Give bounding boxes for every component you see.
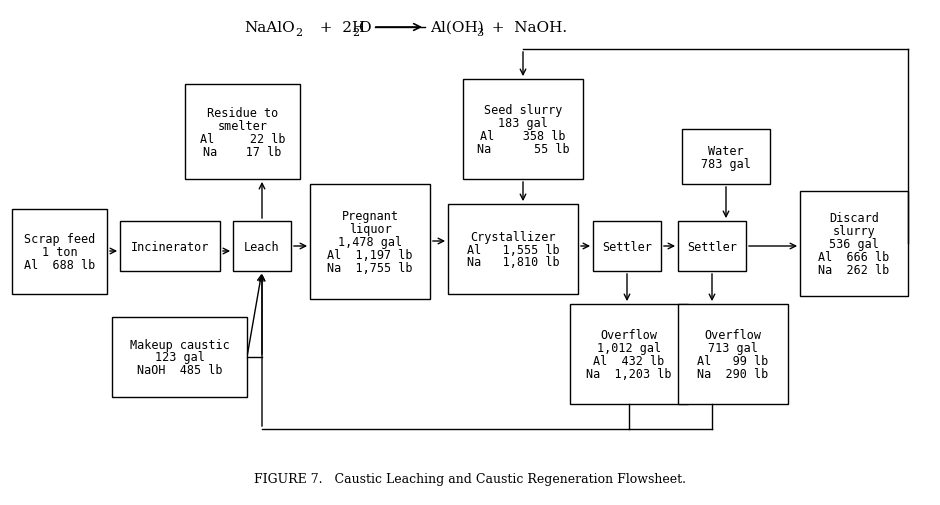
Text: Residue to: Residue to bbox=[207, 106, 278, 119]
Text: Al    358 lb: Al 358 lb bbox=[480, 130, 566, 143]
Text: Na  1,755 lb: Na 1,755 lb bbox=[327, 262, 413, 274]
Text: Al  1,197 lb: Al 1,197 lb bbox=[327, 248, 413, 262]
Text: Discard: Discard bbox=[829, 212, 879, 225]
Bar bbox=[112, 317, 247, 397]
Text: NaOH  485 lb: NaOH 485 lb bbox=[136, 364, 222, 377]
Text: 1,478 gal: 1,478 gal bbox=[338, 235, 402, 248]
Text: Na  262 lb: Na 262 lb bbox=[819, 264, 889, 276]
Text: Scrap feed: Scrap feed bbox=[24, 232, 95, 245]
Text: 3: 3 bbox=[476, 28, 483, 38]
Bar bbox=[593, 222, 661, 272]
Text: slurry: slurry bbox=[833, 225, 875, 237]
Text: Crystallizer: Crystallizer bbox=[470, 230, 556, 243]
Bar bbox=[448, 205, 578, 294]
Text: Leach: Leach bbox=[244, 240, 280, 253]
Text: Na   1,810 lb: Na 1,810 lb bbox=[466, 256, 559, 269]
Text: 1,012 gal: 1,012 gal bbox=[597, 341, 661, 355]
Bar bbox=[233, 222, 291, 272]
Bar bbox=[463, 80, 583, 180]
Text: Al  666 lb: Al 666 lb bbox=[819, 250, 889, 264]
Text: 536 gal: 536 gal bbox=[829, 237, 879, 250]
Bar bbox=[678, 305, 788, 404]
Text: Al  688 lb: Al 688 lb bbox=[24, 259, 95, 272]
Text: Incinerator: Incinerator bbox=[131, 240, 210, 253]
Bar bbox=[678, 222, 746, 272]
Text: Seed slurry: Seed slurry bbox=[484, 104, 562, 117]
Text: +  NaOH.: + NaOH. bbox=[482, 21, 567, 35]
Bar bbox=[800, 191, 908, 296]
Text: Al     22 lb: Al 22 lb bbox=[199, 132, 285, 145]
Text: Na      55 lb: Na 55 lb bbox=[477, 143, 570, 156]
Text: Pregnant: Pregnant bbox=[341, 210, 399, 223]
Text: Na  1,203 lb: Na 1,203 lb bbox=[587, 367, 672, 380]
Text: 713 gal: 713 gal bbox=[708, 341, 758, 355]
Bar bbox=[12, 210, 107, 294]
Text: 783 gal: 783 gal bbox=[701, 157, 751, 170]
Text: 123 gal: 123 gal bbox=[154, 351, 204, 364]
Text: Al   1,555 lb: Al 1,555 lb bbox=[466, 243, 559, 256]
Text: Overflow: Overflow bbox=[601, 328, 657, 341]
Text: NaAlO: NaAlO bbox=[244, 21, 295, 35]
Text: Water: Water bbox=[708, 144, 744, 157]
Bar bbox=[682, 130, 770, 185]
Text: smelter: smelter bbox=[217, 119, 268, 132]
Bar bbox=[185, 85, 300, 180]
Text: O: O bbox=[358, 21, 370, 35]
Text: Settler: Settler bbox=[602, 240, 652, 253]
Text: FIGURE 7.   Caustic Leaching and Caustic Regeneration Flowsheet.: FIGURE 7. Caustic Leaching and Caustic R… bbox=[254, 473, 686, 485]
Text: Overflow: Overflow bbox=[704, 328, 761, 341]
Text: 2: 2 bbox=[295, 28, 302, 38]
Text: 2: 2 bbox=[352, 28, 359, 38]
Text: Al  432 lb: Al 432 lb bbox=[593, 355, 665, 367]
Text: Na  290 lb: Na 290 lb bbox=[697, 367, 769, 380]
Bar bbox=[570, 305, 688, 404]
Text: Al   99 lb: Al 99 lb bbox=[697, 355, 769, 367]
Bar bbox=[310, 185, 430, 299]
Text: +  2H: + 2H bbox=[310, 21, 366, 35]
Text: Al(OH): Al(OH) bbox=[430, 21, 484, 35]
Bar bbox=[120, 222, 220, 272]
Text: Settler: Settler bbox=[687, 240, 737, 253]
Text: Makeup caustic: Makeup caustic bbox=[130, 338, 229, 351]
Text: 1 ton: 1 ton bbox=[41, 245, 77, 259]
Text: liquor: liquor bbox=[349, 223, 391, 235]
Text: Na    17 lb: Na 17 lb bbox=[203, 145, 282, 158]
Text: 183 gal: 183 gal bbox=[498, 117, 548, 130]
